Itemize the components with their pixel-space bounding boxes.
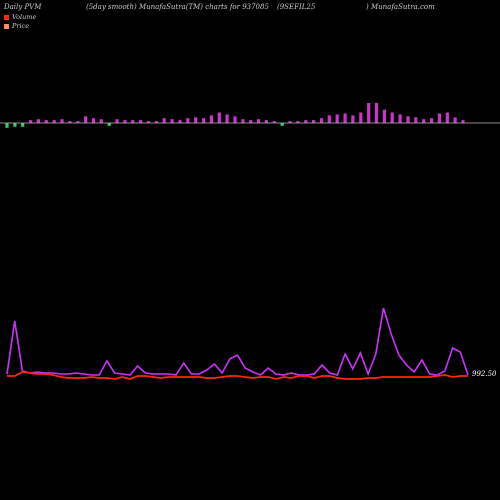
volume-bar xyxy=(257,119,261,123)
volume-bar xyxy=(445,112,449,123)
volume-bar xyxy=(154,121,158,123)
volume-bar xyxy=(390,112,394,123)
volume-bar xyxy=(343,113,347,123)
volume-bar xyxy=(335,114,339,123)
volume-bar xyxy=(91,118,96,123)
volume-bar xyxy=(225,114,229,123)
volume-bar xyxy=(123,120,127,123)
legend-volume: Volume xyxy=(4,13,36,21)
volume-bar xyxy=(280,123,284,126)
volume-bar xyxy=(52,120,56,123)
volume-bar xyxy=(60,119,64,123)
volume-bar xyxy=(437,113,441,123)
volume-bar xyxy=(422,119,426,123)
volume-bar xyxy=(21,123,25,127)
volume-bar xyxy=(5,123,9,128)
volume-bar xyxy=(312,120,316,123)
volume-bar xyxy=(186,118,190,123)
volume-bar xyxy=(327,115,331,123)
volume-bar xyxy=(146,121,151,123)
volume-bar xyxy=(382,109,386,123)
volume-bar xyxy=(461,120,465,123)
legend-price-label: Price xyxy=(12,22,30,30)
header-site: ) MunafaSutra.com xyxy=(366,3,435,11)
volume-bar xyxy=(319,118,324,123)
legend-volume-swatch xyxy=(4,14,9,20)
smooth-series-line xyxy=(6,307,469,377)
volume-bar xyxy=(217,112,221,123)
volume-bar xyxy=(36,119,40,123)
volume-bar xyxy=(29,120,33,123)
volume-bar xyxy=(139,120,143,123)
volume-bar xyxy=(107,123,111,126)
volume-bar xyxy=(374,103,379,123)
volume-bar xyxy=(296,121,300,123)
volume-bar xyxy=(351,115,355,123)
volume-bar xyxy=(233,116,237,123)
volume-bar xyxy=(68,121,72,123)
volume-bars xyxy=(5,103,465,128)
volume-bar xyxy=(13,123,17,127)
volume-bar xyxy=(398,114,402,123)
volume-bar xyxy=(406,116,410,123)
volume-bar xyxy=(178,120,182,123)
price-label: 992.50 xyxy=(472,370,497,378)
volume-bar xyxy=(131,120,135,123)
volume-bar xyxy=(414,117,418,123)
header-left: Daily PVM xyxy=(4,3,42,11)
volume-bar xyxy=(304,120,308,123)
price-series-line xyxy=(7,371,468,380)
volume-bar xyxy=(359,112,363,123)
volume-bar xyxy=(44,120,48,123)
volume-bar xyxy=(202,118,206,123)
header-title: (5day smooth) MunafaSutra(TM) charts for… xyxy=(86,3,269,11)
volume-bar xyxy=(249,120,253,123)
legend-volume-label: Volume xyxy=(12,13,37,21)
volume-bar xyxy=(76,121,80,123)
legend-price: Price xyxy=(4,22,29,30)
volume-bar xyxy=(367,103,371,123)
volume-bar xyxy=(430,118,434,123)
volume-bar xyxy=(241,119,245,123)
volume-bar xyxy=(264,120,268,123)
volume-bar xyxy=(453,117,457,123)
volume-bar xyxy=(209,115,213,123)
volume-bar xyxy=(272,121,276,123)
volume-bar xyxy=(99,119,103,123)
volume-bar xyxy=(162,118,166,123)
header-symbol: (9SEFIL25 xyxy=(277,3,316,11)
volume-bar xyxy=(194,117,198,123)
volume-bar xyxy=(288,121,292,123)
volume-bar xyxy=(115,119,119,123)
volume-bar xyxy=(170,119,174,123)
volume-bar xyxy=(84,116,88,123)
legend-price-swatch xyxy=(4,23,9,29)
